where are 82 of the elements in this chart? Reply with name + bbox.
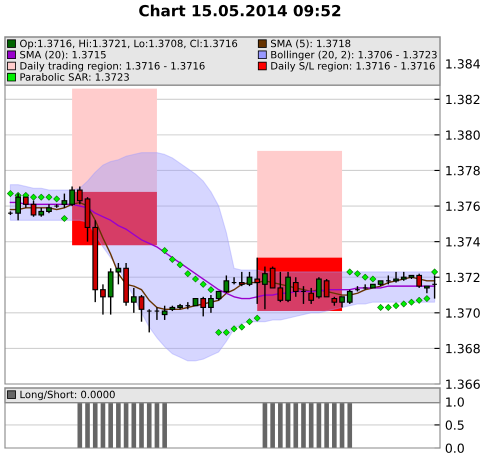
y-tick-label: 1.374 <box>446 237 480 247</box>
point <box>354 270 361 278</box>
candlestick <box>393 271 399 284</box>
candlestick <box>130 287 137 314</box>
candlestick <box>292 276 299 298</box>
candlestick <box>254 256 260 305</box>
y-tick-label: 1.372 <box>446 272 480 282</box>
chart-title: Chart 15.05.2014 09:52 <box>139 4 340 16</box>
y-tick-label: 1.366 <box>446 379 480 389</box>
candlestick <box>146 308 152 334</box>
y-tick-label: 1.382 <box>446 94 480 104</box>
point <box>30 194 37 201</box>
candlestick <box>162 305 168 321</box>
point <box>208 286 214 294</box>
point <box>215 329 222 336</box>
legend-label: Parabolic SAR: 1.3723 <box>20 73 129 81</box>
candlestick <box>154 306 160 321</box>
candlestick <box>246 271 252 287</box>
point <box>254 314 261 322</box>
point <box>53 196 60 202</box>
point <box>424 295 430 302</box>
legend-label: Bollinger (20, 2): 1.3706 - 1.3723 <box>271 50 437 60</box>
legend-label: Daily S/L region: 1.3716 - 1.3716 <box>271 62 435 72</box>
y-tick-label: 1.376 <box>446 202 480 211</box>
point <box>238 324 246 330</box>
candlestick <box>208 294 214 314</box>
point <box>246 318 253 326</box>
y-tick-label: 0.0 <box>446 443 464 453</box>
candlestick <box>116 262 122 286</box>
candlestick <box>262 266 268 310</box>
candlestick <box>231 276 237 286</box>
candlestick <box>200 296 206 318</box>
y-tick-label: 1.370 <box>446 308 480 318</box>
point <box>416 296 423 304</box>
candlestick <box>346 288 353 305</box>
y-tick-label: 1.368 <box>446 344 480 354</box>
y-tick-label: 1.378 <box>446 166 480 176</box>
point <box>46 194 52 201</box>
candlestick <box>416 272 422 289</box>
candlestick <box>100 284 106 316</box>
candlestick <box>184 301 191 310</box>
y-tick-label: 0.5 <box>446 420 464 430</box>
point <box>161 247 168 254</box>
point <box>230 325 238 332</box>
y-tick-label: 1.380 <box>446 130 480 140</box>
point <box>184 270 192 278</box>
legend-label: SMA (5): 1.3718 <box>270 40 350 48</box>
candlestick <box>238 271 245 287</box>
candlestick <box>339 296 345 308</box>
point <box>384 304 392 311</box>
point <box>408 298 415 306</box>
point <box>168 256 176 263</box>
candlestick <box>223 274 230 294</box>
point <box>362 274 369 281</box>
candlestick <box>270 266 276 289</box>
y-tick-label: 1.384 <box>446 59 480 69</box>
legend-label: Long/Short: 0.0000 <box>20 390 115 400</box>
point <box>377 304 384 311</box>
point <box>400 300 408 308</box>
candlestick <box>316 276 322 300</box>
candlestick <box>138 294 144 322</box>
point <box>392 302 400 310</box>
point <box>222 329 230 336</box>
legend-label: SMA (20): 1.3715 <box>20 50 106 60</box>
point <box>61 215 68 222</box>
candlestick <box>385 274 392 286</box>
candlestick <box>308 287 314 305</box>
candlestick <box>285 271 291 303</box>
point <box>431 268 438 276</box>
point <box>346 268 354 276</box>
point <box>370 276 376 282</box>
point <box>7 190 14 197</box>
legend-label: Op:1.3716, Hi:1.3721, Lo:1.3708, Cl:1.3716 <box>20 40 238 50</box>
y-tick-label: 1.0 <box>446 397 464 407</box>
candlestick <box>324 278 330 298</box>
legend-label: Daily trading region: 1.3716 - 1.3716 <box>20 62 205 72</box>
candlestick <box>277 271 284 303</box>
candlestick <box>76 186 83 205</box>
point <box>176 261 184 268</box>
candlestick <box>300 285 306 305</box>
point <box>200 280 207 288</box>
point <box>38 194 45 201</box>
